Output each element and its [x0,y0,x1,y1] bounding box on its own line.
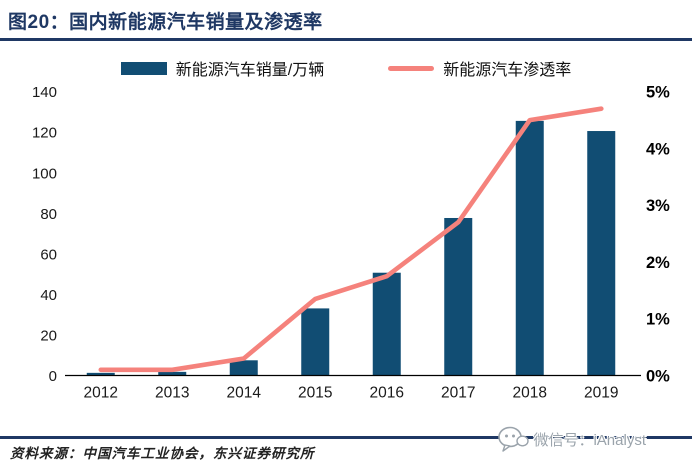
y-right-tick-4pct: 4% [646,140,670,158]
y-left-tick-120: 120 [32,125,57,142]
y-left-tick-20: 20 [40,327,57,344]
bar-2019 [587,131,616,376]
x-tick-2016: 2016 [370,385,404,402]
y-left-tick-80: 80 [40,206,57,223]
sales-bar-swatch [120,61,167,75]
footer-rule [0,436,692,439]
x-tick-2014: 2014 [227,385,262,402]
watermark-text: 微信号：iAnalyst [533,431,646,449]
y-right-tick-3pct: 3% [646,197,670,215]
y-right-tick-0pct: 0% [646,368,670,386]
y-left-tick-0: 0 [49,368,57,385]
legend-label-sales: 新能源汽车销量/万辆 [175,62,325,79]
bar-2013 [158,371,187,376]
bar-2015 [301,308,330,376]
title-rule [0,38,692,41]
y-left-tick-100: 100 [32,165,57,182]
watermark: 微信号：iAnalyst [497,424,646,454]
x-tick-2013: 2013 [155,385,189,402]
x-tick-2017: 2017 [441,385,475,402]
figure-title-bar: 图20：国内新能源汽车销量及渗透率 [8,4,684,36]
y-left-tick-140: 140 [32,84,57,101]
bar-2014 [229,360,258,376]
source-note: 资料来源：中国汽车工业协会，东兴证券研究所 [10,446,315,462]
x-tick-2012: 2012 [84,385,118,402]
x-tick-2015: 2015 [298,385,332,402]
penetration-line [98,106,604,373]
bar-2012 [86,372,115,376]
combo-chart: 0 20 40 60 80 100 120 140 0% 1% 2% 3% 4% 5% 2012 2013 20… [32,84,670,402]
bar-2016 [372,272,401,376]
wechat-icon [498,426,530,452]
legend-label-penetration: 新能源汽车渗透率 [443,62,572,79]
x-tick-2018: 2018 [513,385,547,402]
bar-2017 [444,217,473,376]
legend-item-penetration: 新能源汽车渗透率 [388,56,571,80]
y-left-tick-40: 40 [40,287,57,304]
y-right-tick-2pct: 2% [646,254,670,272]
y-left-tick-60: 60 [40,246,57,263]
x-tick-2019: 2019 [584,385,618,402]
y-right-tick-1pct: 1% [646,311,670,329]
figure-title: 图20：国内新能源汽车销量及渗透率 [8,11,323,33]
bar-2018 [515,120,544,376]
y-right-tick-5pct: 5% [646,84,670,102]
chart-legend: 新能源汽车销量/万辆 新能源汽车渗透率 [0,56,692,80]
legend-item-sales: 新能源汽车销量/万辆 [120,56,325,80]
penetration-line-swatch [388,65,435,71]
